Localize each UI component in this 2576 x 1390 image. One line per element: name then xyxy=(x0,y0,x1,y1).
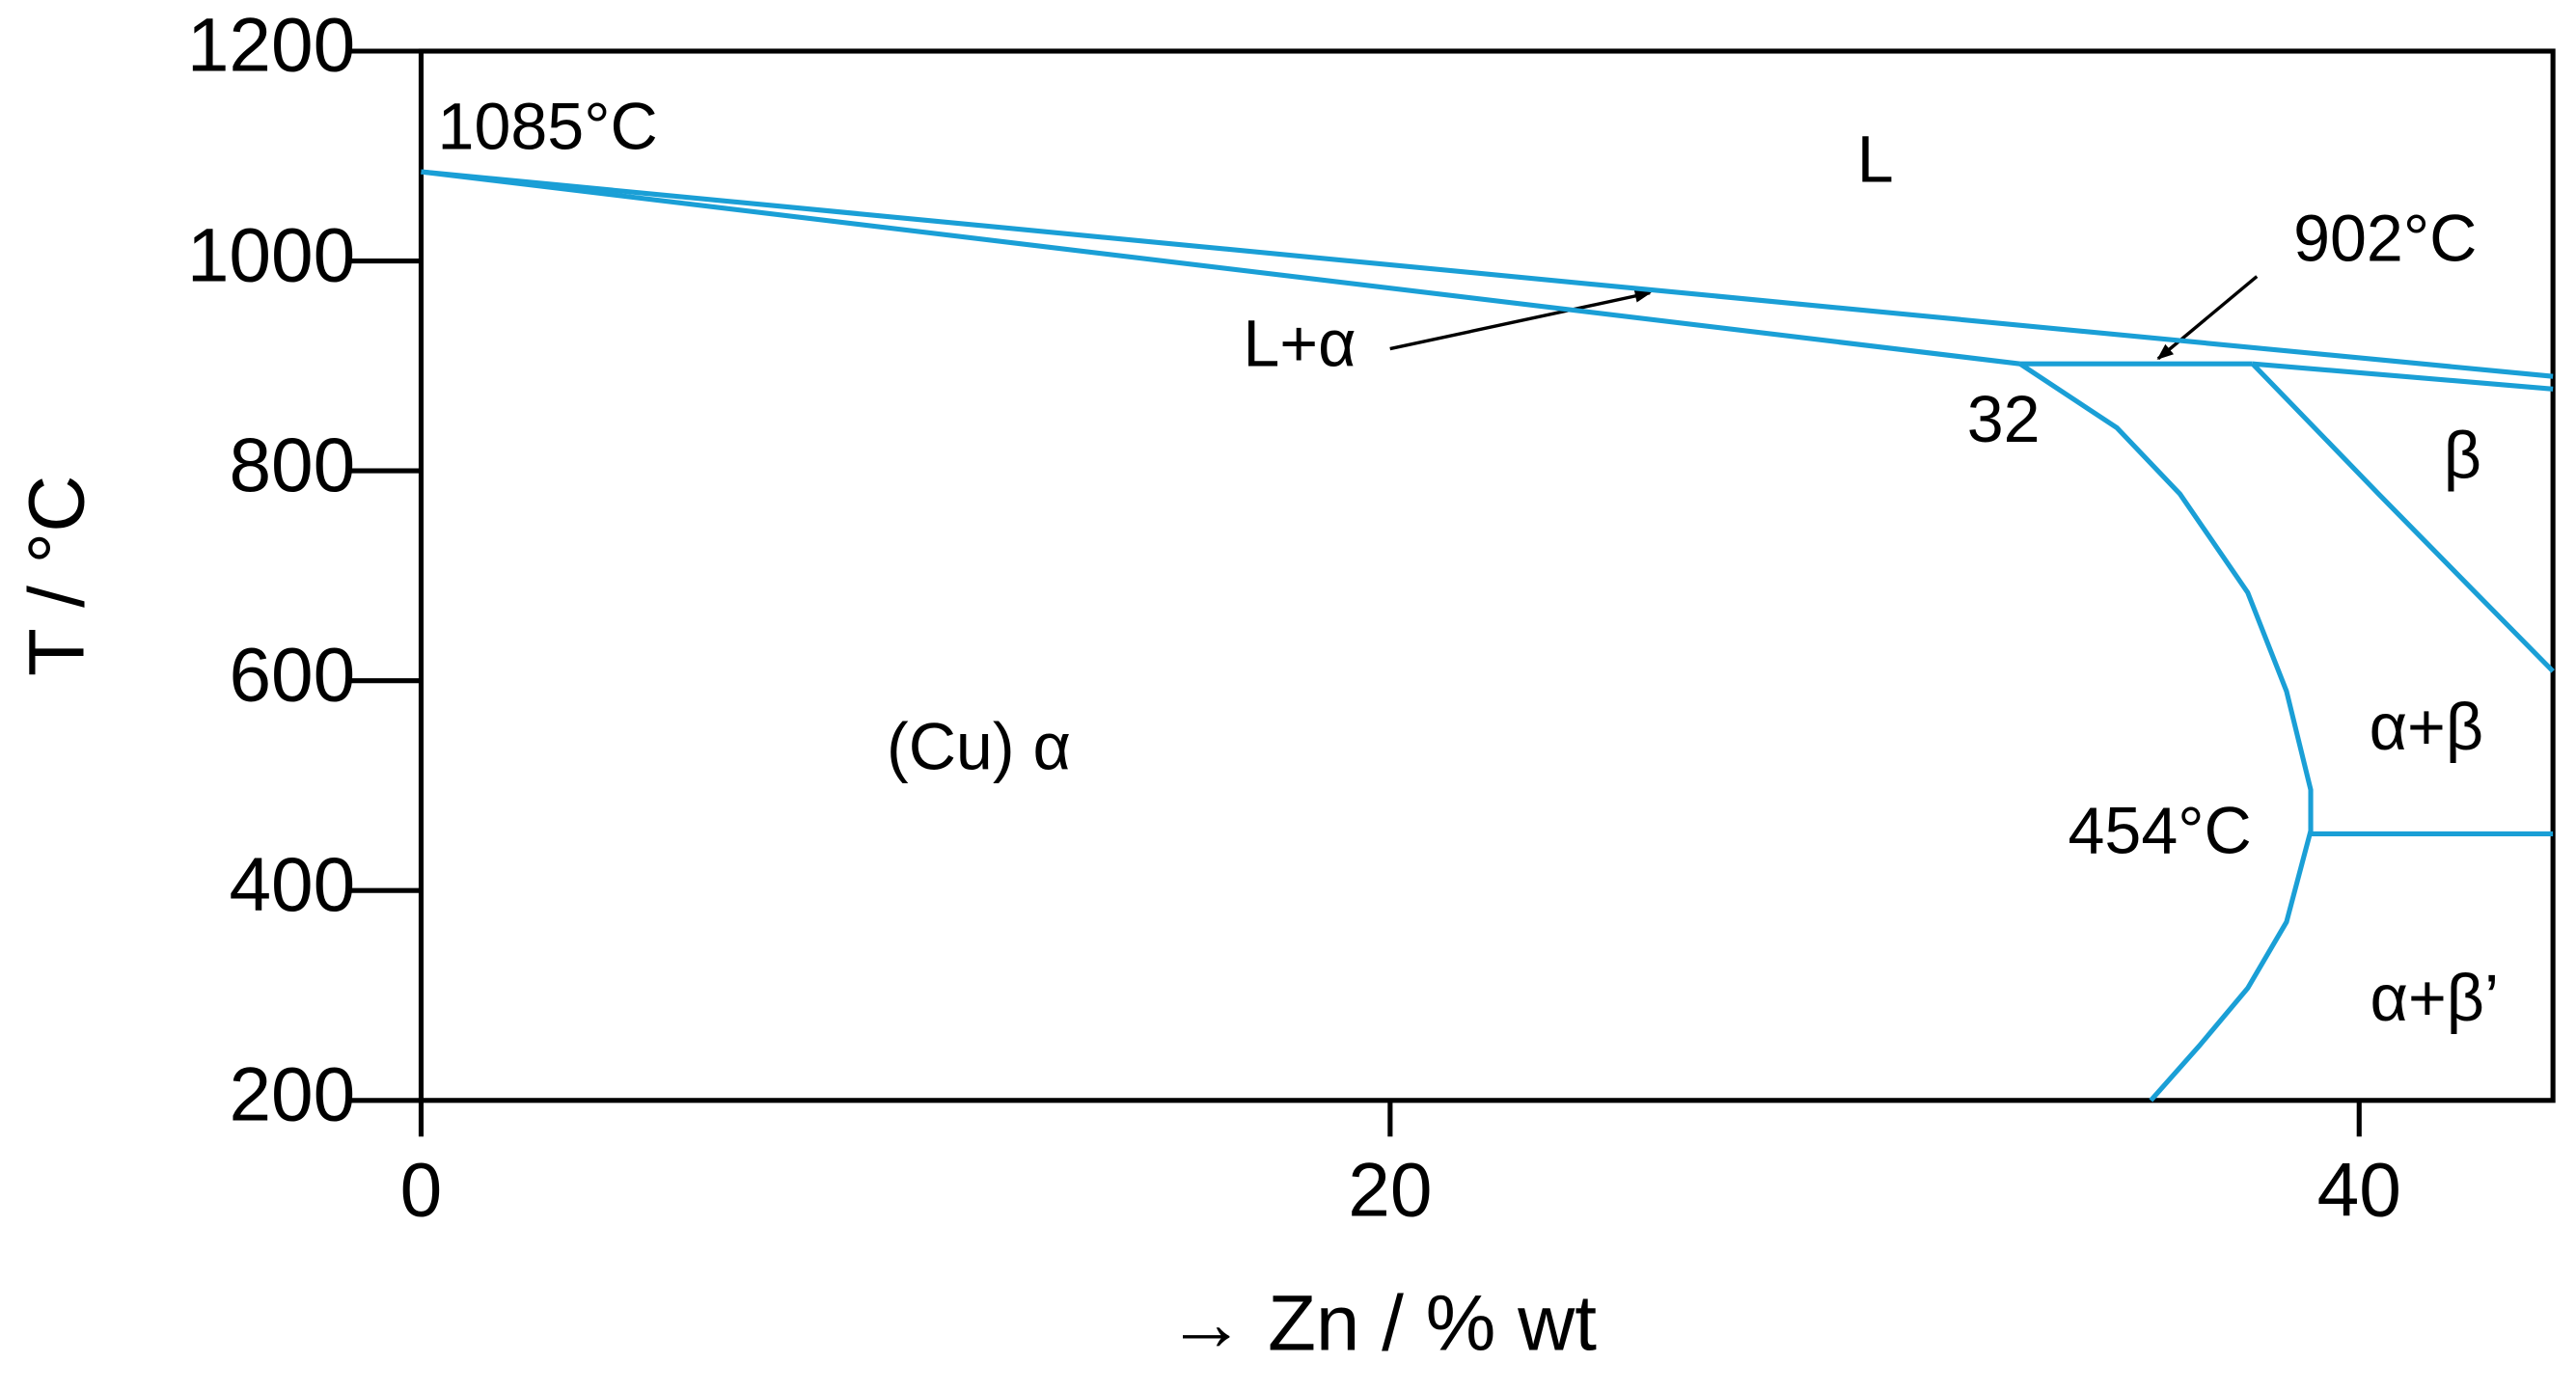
y-tick-label: 800 xyxy=(229,422,355,507)
annotation: (Cu) α xyxy=(887,710,1071,783)
plot-frame xyxy=(418,48,2556,1104)
annotation-arrow xyxy=(1389,289,1652,351)
x-tick-label: 40 xyxy=(2317,1147,2401,1232)
phase-boundary xyxy=(2018,362,2314,1103)
annotation: L+α xyxy=(1243,308,1356,381)
phase-boundary xyxy=(421,169,2554,379)
y-tick-label: 1000 xyxy=(187,212,355,297)
y-tick-label: 200 xyxy=(229,1051,355,1136)
y-tick-label: 1200 xyxy=(187,3,355,88)
x-tick-label: 0 xyxy=(400,1147,443,1232)
annotation: β xyxy=(2444,420,2481,493)
phase-boundary xyxy=(2252,361,2554,392)
x-tick-label: 20 xyxy=(1348,1147,1432,1232)
annotation: 32 xyxy=(1967,383,2041,456)
annotation: 902°C xyxy=(2293,202,2477,275)
phase-boundary xyxy=(2250,362,2555,673)
annotation: L xyxy=(1857,123,1894,197)
annotation: 454°C xyxy=(2068,794,2251,867)
annotation-arrow xyxy=(2156,275,2259,361)
annotation: 1085°C xyxy=(438,91,658,164)
y-tick-label: 600 xyxy=(229,632,355,717)
annotation: α+β’ xyxy=(2370,962,2500,1035)
y-axis-label: T / °C xyxy=(13,476,100,677)
y-tick-label: 400 xyxy=(229,842,355,927)
phase-boundary xyxy=(421,169,2021,367)
annotation: α+β xyxy=(2370,691,2483,764)
x-axis-label: → Zn / % wt xyxy=(1166,1279,1597,1367)
